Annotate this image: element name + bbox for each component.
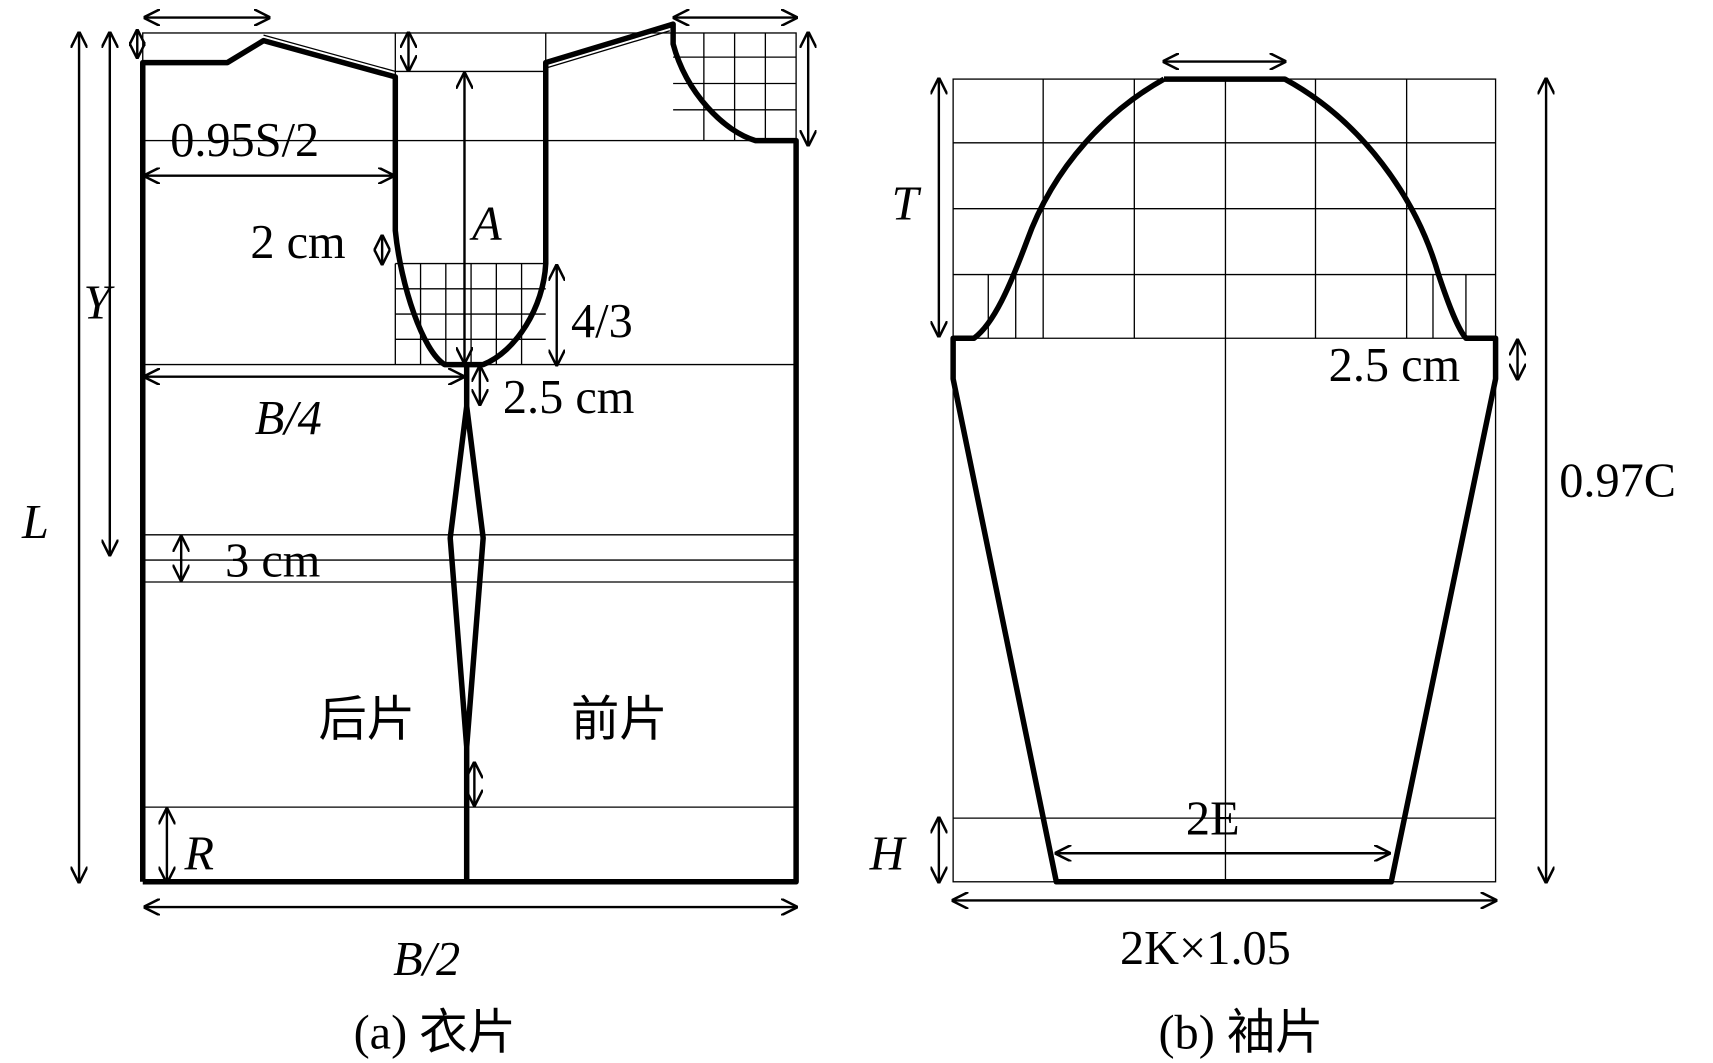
sleeve-panel: T 2.5 cm 0.97C 2E H 2K×1.05 (b) 袖片 xyxy=(869,62,1676,1060)
bodice-panel: 0.95S/2 2 cm A 4/3 B/4 2.5 cm Y L 3 cm 后… xyxy=(21,18,808,1060)
label-k: 2K×1.05 xyxy=(1120,922,1291,975)
label-t: T xyxy=(892,178,922,231)
side-seam-dart xyxy=(447,364,486,882)
sleeve-dimension-arrows xyxy=(939,62,1546,901)
label-back: 后片 xyxy=(318,694,415,747)
dimension-arrows xyxy=(79,18,808,907)
label-r: R xyxy=(183,828,214,881)
label-h: H xyxy=(869,828,908,881)
label-2-5cm: 2.5 cm xyxy=(503,371,634,424)
caption-a: (a) 衣片 xyxy=(354,1007,516,1060)
label-3cm: 3 cm xyxy=(225,535,320,588)
label-b2: B/2 xyxy=(393,933,460,986)
label-l: L xyxy=(21,496,49,549)
label-c: 0.97C xyxy=(1559,454,1676,507)
label-4-3: 4/3 xyxy=(571,295,633,348)
label-y: Y xyxy=(83,276,115,329)
label-front: 前片 xyxy=(571,694,668,747)
back-piece-outline xyxy=(140,21,799,885)
label-2cm: 2 cm xyxy=(250,216,345,269)
label-b4: B/4 xyxy=(255,392,322,445)
sleeve-outline xyxy=(950,76,1499,885)
caption-b: (b) 袖片 xyxy=(1158,1007,1323,1060)
label-shoulder: 0.95S/2 xyxy=(170,114,319,167)
label-sleeve-2-5cm: 2.5 cm xyxy=(1329,339,1460,392)
label-e: 2E xyxy=(1186,793,1240,846)
label-a: A xyxy=(469,197,502,250)
